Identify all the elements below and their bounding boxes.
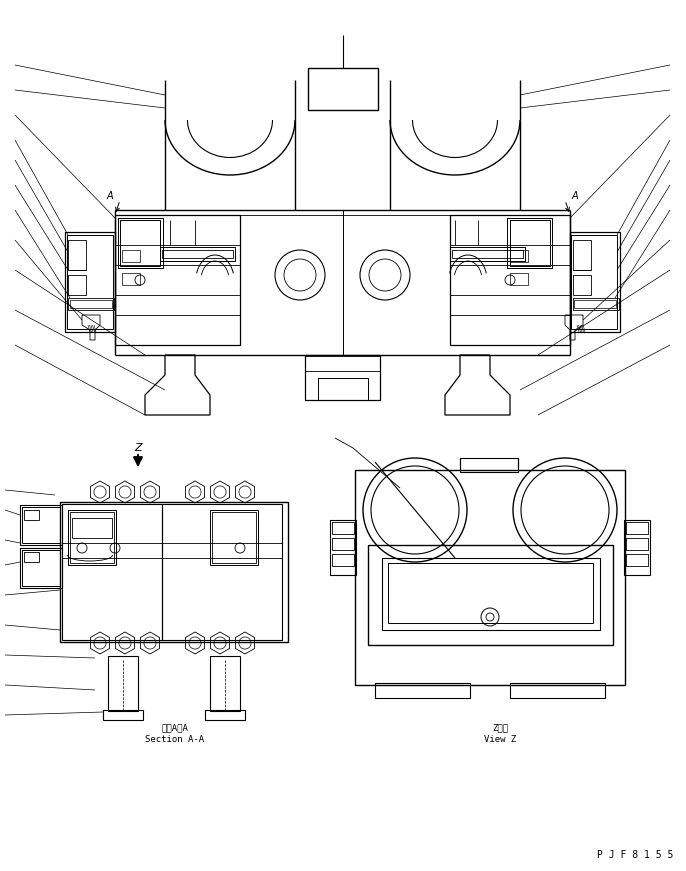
Text: A: A <box>107 191 113 201</box>
Text: P J F 8 1 5 5: P J F 8 1 5 5 <box>597 850 673 860</box>
Text: Z　視: Z 視 <box>492 724 508 733</box>
Text: View Z: View Z <box>484 735 516 745</box>
Text: Z: Z <box>134 443 142 453</box>
Text: Section A-A: Section A-A <box>145 735 204 745</box>
Text: 断面A－A: 断面A－A <box>162 724 189 733</box>
Text: A: A <box>571 191 578 201</box>
